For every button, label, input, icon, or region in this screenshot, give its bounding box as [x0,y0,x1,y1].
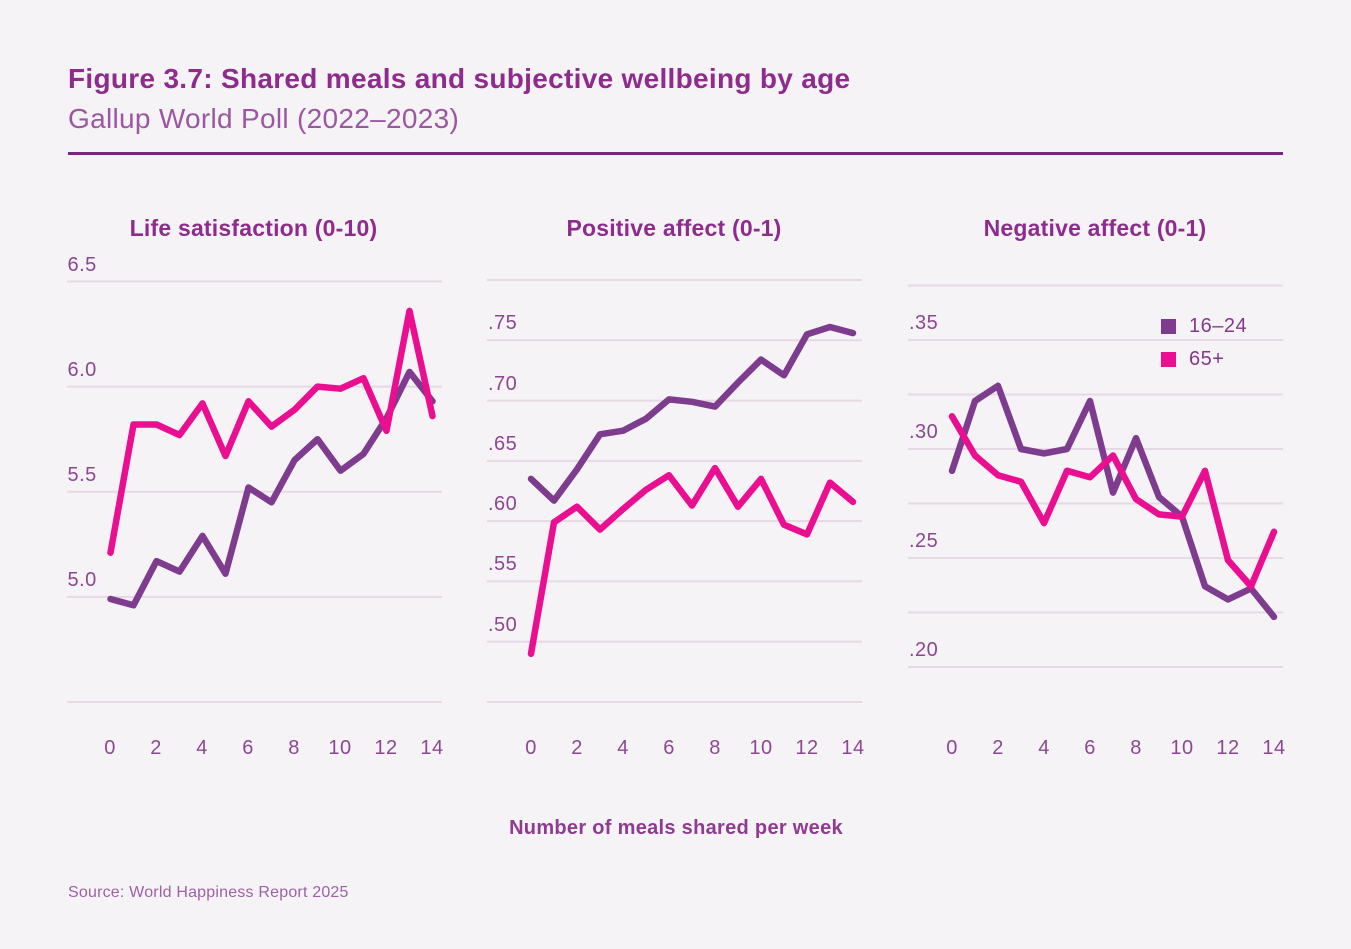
legend-label: 16–24 [1189,315,1248,337]
y-tick-label: .70 [488,372,518,395]
x-tick-label: 2 [150,737,162,759]
x-tick-label: 2 [571,737,583,759]
x-tick-label: 6 [242,737,254,759]
x-tick-label: 14 [420,737,444,759]
x-tick-label: 14 [841,737,865,759]
x-axis-title: Number of meals shared per week [509,817,843,839]
series-line-65- [106,307,436,556]
x-tick-label: 8 [288,737,300,759]
chart-title-positive-affect: Positive affect (0-1) [566,215,782,241]
figure-subtitle: Gallup World Poll (2022–2023) [68,103,460,134]
legend-row: 65+ [1161,348,1247,371]
y-tick-label: 5.0 [67,568,97,591]
x-tick-label: 12 [374,737,398,759]
series-line-65- [527,464,857,658]
y-tick-label: .25 [909,530,939,552]
x-tick-label: 6 [1084,737,1096,759]
figure-title: Figure 3.7: Shared meals and subjective … [68,63,851,94]
plot-life-satisfaction [66,280,442,703]
y-tick-label: .50 [488,613,518,636]
x-tick-label: 12 [1216,737,1240,759]
legend-swatch-icon [1161,352,1176,367]
y-tick-label: .65 [488,432,518,455]
figure-source: Source: World Happiness Report 2025 [68,884,349,901]
series-line-16-24 [106,368,436,609]
x-tick-label: 4 [196,737,208,759]
series-line-16-24 [948,382,1278,621]
y-tick-label: .75 [488,312,518,335]
y-tick-label: .30 [909,421,939,443]
x-tick-label: 6 [663,737,675,759]
title-divider [68,152,1283,155]
x-tick-label: 4 [1038,737,1050,759]
series-line-16-24 [527,323,857,504]
x-tick-label: 8 [709,737,721,759]
x-tick-label: 10 [1170,737,1194,759]
y-tick-label: .60 [488,493,518,516]
x-tick-label: 10 [749,737,773,759]
legend-row: 16–24 [1161,315,1247,338]
legend-swatch-icon [1161,319,1176,334]
x-tick-label: 0 [525,737,537,759]
x-tick-label: 2 [992,737,1004,759]
x-tick-label: 0 [104,737,116,759]
y-tick-label: .35 [909,312,939,334]
plot-positive-affect [487,279,862,703]
x-tick-label: 12 [795,737,819,759]
series-line-65- [948,413,1278,590]
x-tick-label: 10 [328,737,352,759]
y-tick-label: .55 [488,553,518,576]
y-tick-label: .20 [909,639,939,661]
x-tick-label: 4 [617,737,629,759]
chart-title-life-satisfaction: Life satisfaction (0-10) [129,215,378,241]
y-tick-label: 6.0 [67,358,97,381]
x-tick-label: 8 [1130,737,1142,759]
plot-negative-affect [908,284,1283,668]
y-tick-label: 6.5 [67,253,97,276]
x-tick-label: 14 [1262,737,1286,759]
chart-legend: 16–24 65+ [1161,315,1247,381]
y-tick-label: 5.5 [67,463,97,486]
x-tick-label: 0 [946,737,958,759]
legend-label: 65+ [1189,348,1225,370]
chart-title-negative-affect: Negative affect (0-1) [983,215,1207,241]
